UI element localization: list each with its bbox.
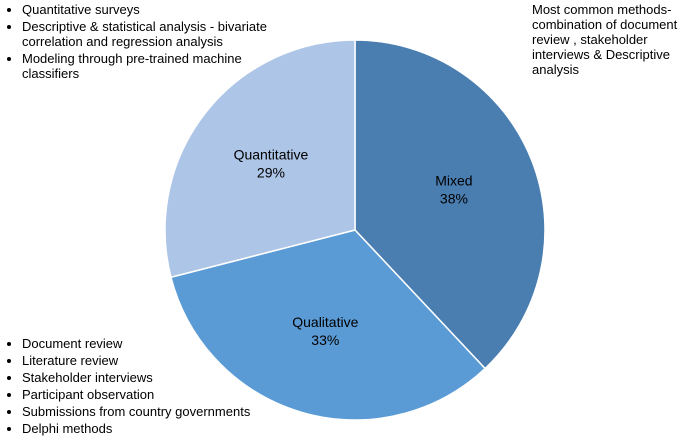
pie-slice: [354, 39, 546, 370]
annotation-list: Document review Literature review Stakehol…: [4, 336, 304, 438]
slice-label: Mixed: [435, 173, 472, 189]
annotation-item: Document review: [22, 336, 304, 351]
slice-label: Qualitative: [292, 314, 358, 330]
annotation-item: Submissions from country governments: [22, 404, 304, 419]
annotation-item: Literature review: [22, 353, 304, 368]
annotation-item: Quantitative surveys: [22, 2, 274, 17]
annotation-item: Descriptive & statistical analysis - biv…: [22, 19, 274, 49]
pie-slice: [164, 39, 356, 279]
annotation-item: Delphi methods: [22, 421, 304, 436]
annotation-item: Participant observation: [22, 387, 304, 402]
value-label: 33%: [311, 332, 339, 348]
annotation-item: Modeling through pre-trained machine cla…: [22, 51, 274, 81]
slice-label: Quantitative: [234, 146, 309, 162]
annotation-list: Quantitative surveys Descriptive & statis…: [4, 2, 274, 83]
annotation: Most common methods- combination of docu…: [532, 2, 678, 77]
value-label: 29%: [257, 164, 285, 180]
value-label: 38%: [440, 191, 468, 207]
annotation-item: Stakeholder interviews: [22, 370, 304, 385]
pie-slice: [170, 229, 487, 421]
